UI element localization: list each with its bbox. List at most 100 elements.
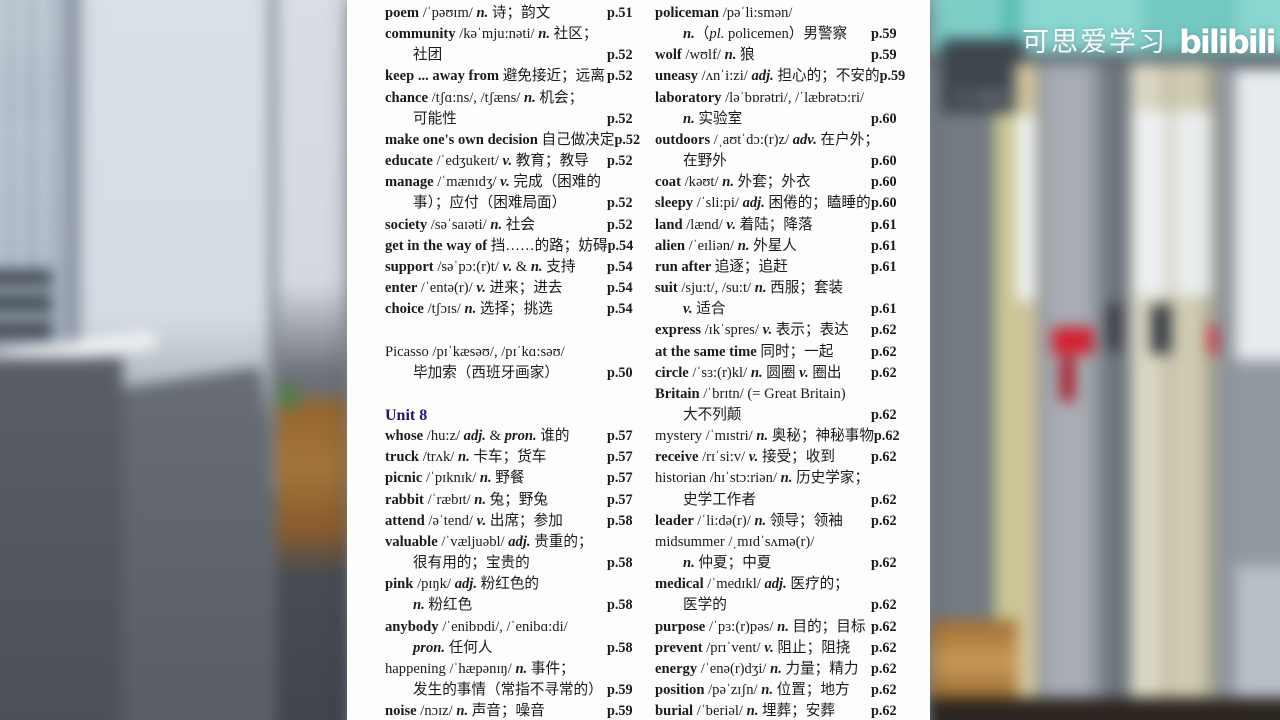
entry-text: mystery /ˈmɪstri/ n. 奥秘；神秘事物 bbox=[655, 426, 874, 447]
text-segment: 发生的事情（常指不寻常的） bbox=[413, 682, 603, 698]
text-segment: /wʊlf/ bbox=[685, 47, 725, 64]
text-segment: sleepy bbox=[655, 195, 697, 212]
room-number-text: 5-404 bbox=[956, 87, 1010, 107]
channel-watermark-text: 可思爱学习 bbox=[1022, 26, 1167, 58]
entry-text: educate /ˈedʒukeɪt/ v. 教育；教导 bbox=[385, 151, 607, 172]
entry-text: n.（pl. policemen）男警察 bbox=[655, 24, 871, 45]
vocab-line: outdoors /ˌaʊtˈdɔ:(r)z/ adv. 在户外； bbox=[655, 130, 901, 151]
text-segment: /kəʊt/ bbox=[684, 174, 723, 191]
entry-text: community /kəˈmju:nəti/ n. 社区； bbox=[385, 24, 607, 45]
text-segment: 支持 bbox=[542, 258, 576, 275]
text-segment: 仲夏；中夏 bbox=[694, 555, 772, 572]
text-segment: n. bbox=[683, 110, 695, 127]
vocab-line: 社团 p.52 bbox=[385, 45, 637, 66]
text-segment: n. bbox=[780, 470, 793, 487]
text-segment: n. bbox=[413, 597, 425, 614]
vocab-line: choice /tʃɔɪs/ n. 选择；挑选 p.54 bbox=[385, 299, 637, 320]
text-segment: 教育；教导 bbox=[512, 153, 589, 170]
text-segment: adj. bbox=[508, 533, 531, 550]
page-number: p.62 bbox=[873, 428, 900, 445]
entry-text: v. 适合 bbox=[655, 299, 871, 320]
entry-text: burial /ˈberiəl/ n. 埋葬；安葬 bbox=[655, 701, 871, 720]
text-segment: v. bbox=[476, 280, 486, 297]
text-segment: 外星人 bbox=[749, 237, 797, 254]
text-segment: n. bbox=[754, 512, 767, 529]
entry-text: sleepy /ˈsli:pi/ adj. 困倦的；瞌睡的 bbox=[655, 193, 871, 214]
text-segment: purpose bbox=[655, 618, 709, 635]
door-gap bbox=[1103, 63, 1131, 720]
dark-partition bbox=[0, 357, 123, 720]
text-segment: 谁的 bbox=[536, 428, 570, 445]
text-segment: wolf bbox=[655, 47, 686, 64]
vocab-line: pink /pɪŋk/ adj. 粉红色的 bbox=[385, 574, 637, 595]
vocab-line: enter /ˈentə(r)/ v. 进来；进去 p.54 bbox=[385, 278, 637, 299]
text-segment: noise bbox=[385, 703, 421, 720]
text-segment: policemen）男警察 bbox=[724, 26, 848, 43]
vocab-line: 史学工作者 p.62 bbox=[655, 490, 901, 511]
page-number: p.60 bbox=[871, 174, 897, 191]
text-segment: adv. bbox=[792, 131, 817, 148]
text-segment: happening /ˈhæpənɪŋ/ bbox=[385, 660, 516, 677]
entry-text: 事）；应付（困难局面） bbox=[385, 193, 607, 214]
text-segment: /səˈpɔ:(r)t/ bbox=[437, 258, 503, 275]
entry-text: n. 粉红色 bbox=[385, 595, 607, 616]
text-segment: /ˈli:də(r)/ bbox=[697, 512, 755, 529]
vocab-line: society /səˈsaɪəti/ n. 社会 p.52 bbox=[385, 215, 637, 236]
text-segment: （ bbox=[694, 26, 710, 43]
text-segment: 埋葬；安葬 bbox=[758, 703, 835, 720]
text-segment: 卡车；货车 bbox=[469, 449, 547, 466]
entry-text: n. 实验室 bbox=[655, 109, 871, 130]
text-segment: v. bbox=[502, 258, 513, 275]
entry-text: pron. 任何人 bbox=[385, 638, 607, 659]
page-number: p.62 bbox=[871, 449, 897, 466]
text-segment: /ˈmænɪdʒ/ bbox=[437, 174, 501, 191]
entry-text: keep ... away from 避免接近；远离 bbox=[385, 66, 607, 87]
text-segment: chance bbox=[385, 89, 432, 106]
entry-text: pink /pɪŋk/ adj. 粉红色的 bbox=[385, 574, 607, 595]
text-segment: /sju:t/, /su:t/ bbox=[681, 280, 755, 297]
blank-line bbox=[385, 320, 637, 341]
vocab-line: at the same time 同时；一起 p.62 bbox=[655, 342, 901, 363]
text-segment: v. bbox=[476, 512, 487, 529]
text-segment: /ləˈbɒrətri/, /ˈlæbrətɔ:ri/ bbox=[725, 89, 865, 106]
entry-text: make one's own decision 自己做决定 bbox=[385, 130, 614, 151]
vocab-line: happening /ˈhæpənɪŋ/ n. 事件； bbox=[385, 659, 637, 680]
text-segment: /ˈeɪliən/ bbox=[688, 237, 738, 254]
text-segment: uneasy bbox=[655, 68, 702, 85]
vocab-line: n. 仲夏；中夏 p.62 bbox=[655, 553, 901, 574]
text-segment: manage bbox=[385, 174, 438, 191]
text-segment: n. bbox=[683, 26, 695, 43]
floor-shadow bbox=[928, 697, 1280, 720]
vocab-line: picnic /ˈpɪknɪk/ n. 野餐 p.57 bbox=[385, 468, 637, 489]
entry-text: uneasy /ʌnˈi:zi/ adj. 担心的；不安的 bbox=[655, 66, 880, 87]
text-segment: 机会； bbox=[535, 89, 584, 106]
text-segment: adj. bbox=[463, 428, 486, 445]
text-segment: 医疗的； bbox=[786, 576, 849, 593]
text-segment: /ˈbrɪtn/ (= Great Britain) bbox=[703, 385, 846, 402]
page-number: p.57 bbox=[607, 491, 633, 508]
text-segment: /prɪˈvent/ bbox=[706, 639, 765, 656]
text-segment: mystery /ˈmɪstri/ bbox=[655, 428, 757, 445]
text-segment: /ˈvæljuəbl/ bbox=[441, 533, 509, 550]
bilibili-logo: bilibili bbox=[1179, 23, 1277, 61]
text-segment: pl. bbox=[709, 26, 725, 43]
text-segment: rabbit bbox=[385, 491, 428, 508]
text-segment: n. bbox=[754, 280, 767, 297]
page-number: p.62 bbox=[871, 343, 897, 360]
page-number: p.54 bbox=[607, 280, 633, 297]
text-segment: 声音；噪音 bbox=[468, 703, 545, 720]
text-segment: 自己做决定 bbox=[541, 131, 615, 148]
text-segment: 医学的 bbox=[683, 597, 727, 614]
text-segment: /ˈedʒukeɪt/ bbox=[436, 153, 503, 170]
text-segment: 事）；应付（困难局面） bbox=[413, 195, 567, 212]
page-number: p.59 bbox=[879, 68, 906, 85]
entry-text: purpose /ˈpɜ:(r)pəs/ n. 目的；目标 bbox=[655, 617, 871, 638]
text-segment: 圆圈 bbox=[762, 364, 800, 381]
entry-text: midsummer /ˌmɪdˈsʌmə(r)/ bbox=[655, 532, 871, 553]
entry-text: happening /ˈhæpənɪŋ/ n. 事件； bbox=[385, 659, 607, 680]
entry-text: circle /ˈsɜ:(r)kl/ n. 圆圈 v. 圈出 bbox=[655, 363, 871, 384]
entry-text: support /səˈpɔ:(r)t/ v. & n. 支持 bbox=[385, 257, 607, 278]
vocab-line: energy /ˈenə(r)dʒi/ n. 力量；精力 p.62 bbox=[655, 659, 901, 680]
text-segment: burial bbox=[655, 703, 697, 720]
